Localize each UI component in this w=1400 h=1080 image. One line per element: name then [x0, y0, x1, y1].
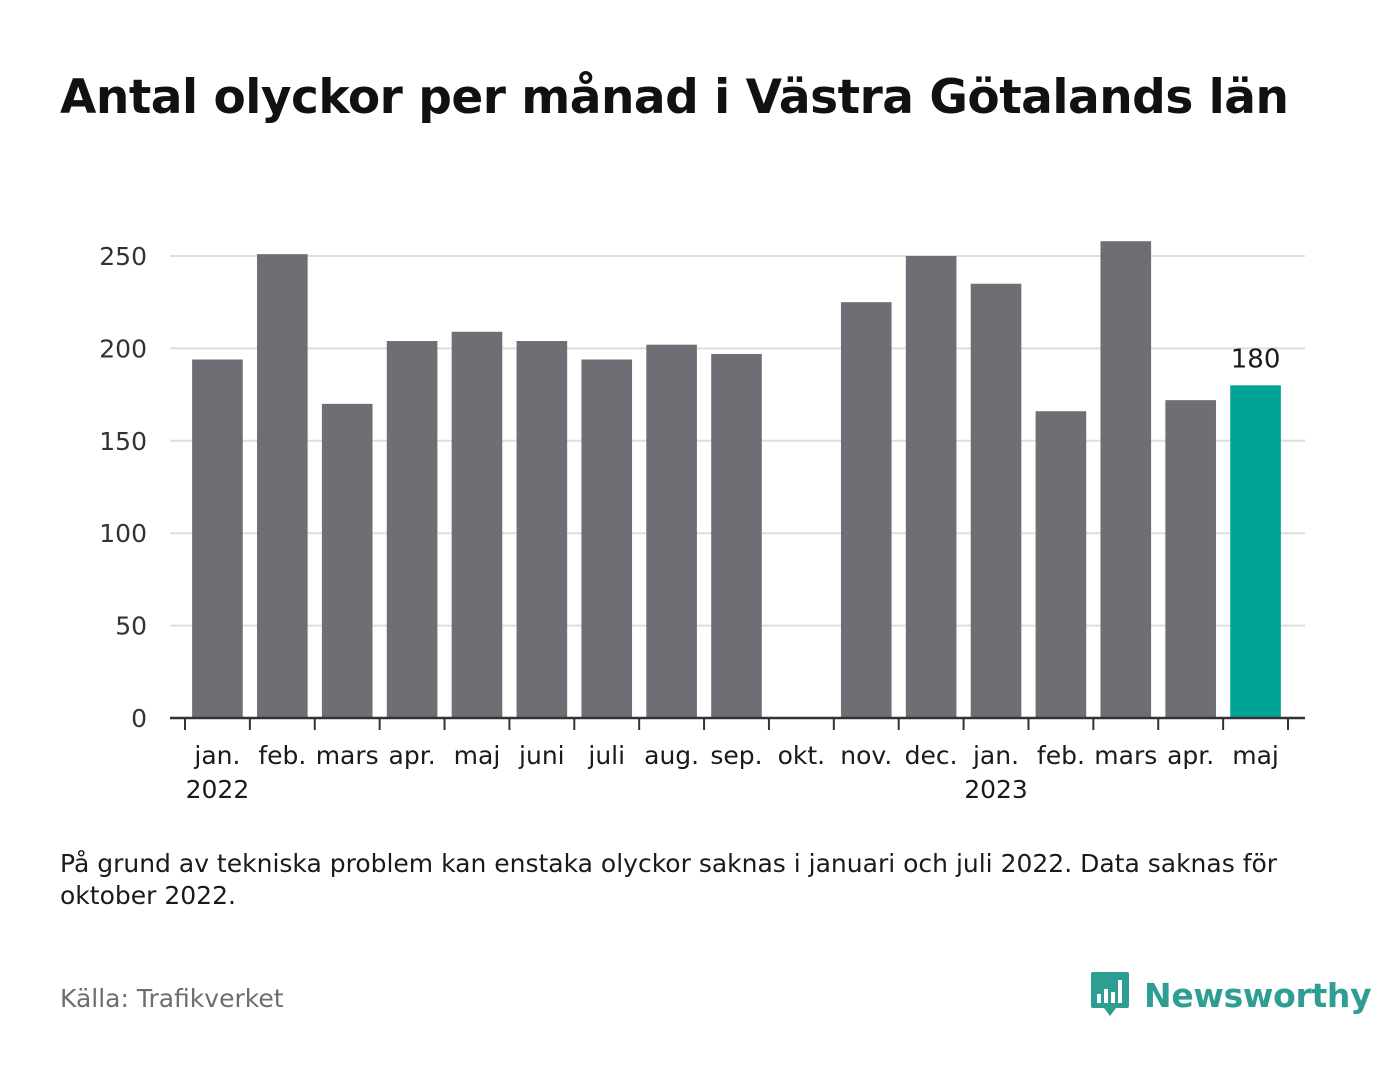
bar-7: [646, 344, 697, 718]
brand-name: Newsworthy: [1144, 975, 1372, 1015]
bar-5: [516, 341, 568, 718]
bar-16: [1230, 385, 1281, 718]
x-tick-label: maj: [1232, 741, 1279, 770]
y-tick-label: 50: [115, 612, 147, 641]
bar-15: [1165, 400, 1216, 718]
source-text: Källa: Trafikverket: [60, 984, 284, 1013]
bar-10: [840, 302, 892, 718]
newsworthy-logo-icon: [1091, 972, 1129, 1016]
y-tick-label: 100: [99, 519, 147, 548]
bar-2: [321, 403, 373, 718]
bar-8: [711, 353, 762, 718]
bar-11: [905, 256, 957, 718]
x-tick-label: dec.: [905, 741, 958, 770]
bars: [192, 241, 1281, 719]
bar-1: [257, 254, 308, 719]
bar-0: [192, 359, 243, 718]
bar-13: [1035, 411, 1087, 718]
year-labels: 2022 2023: [186, 775, 1028, 804]
bar-4: [451, 331, 503, 718]
bar-6: [581, 359, 633, 718]
footnote: På grund av tekniska problem kan enstaka…: [60, 849, 1278, 910]
x-axis-tick-labels: jan. feb. mars apr. maj juni juli aug. sep. okt. n…: [193, 741, 1278, 770]
x-axis: [170, 716, 1305, 730]
x-tick-label: apr.: [1167, 741, 1214, 770]
y-tick-label: 250: [99, 242, 147, 271]
brand-logo[interactable]: Newsworthy: [1090, 970, 1372, 1020]
chart-title: Antal olyckor per månad i Västra Götalan…: [60, 70, 1289, 125]
x-tick-label: sep.: [710, 741, 762, 770]
x-tick-label: jan.: [972, 741, 1019, 770]
data-label: 180: [1231, 344, 1281, 374]
year-label: 2023: [964, 775, 1028, 804]
y-tick-label: 150: [99, 427, 147, 456]
year-label: 2022: [186, 775, 250, 804]
x-tick-label: mars: [1094, 741, 1157, 770]
bar-14: [1100, 241, 1152, 718]
x-tick-label: feb.: [1037, 741, 1085, 770]
x-tick-label: feb.: [258, 741, 306, 770]
y-tick-label: 200: [99, 334, 147, 363]
y-tick-label: 0: [131, 704, 147, 733]
x-tick-label: mars: [316, 741, 379, 770]
bar-12: [970, 283, 1022, 718]
x-tick-label: okt.: [778, 741, 826, 770]
data-labels: 180: [1231, 344, 1281, 374]
x-tick-label: jan.: [193, 741, 240, 770]
x-tick-label: juli: [587, 741, 625, 770]
x-tick-label: maj: [454, 741, 501, 770]
y-axis-tick-labels: 0 50 100 150 200 250: [99, 242, 147, 733]
bar-3: [386, 341, 438, 718]
x-tick-label: nov.: [840, 741, 892, 770]
x-tick-label: apr.: [389, 741, 436, 770]
x-tick-label: aug.: [644, 741, 699, 770]
x-tick-label: juni: [518, 741, 565, 770]
